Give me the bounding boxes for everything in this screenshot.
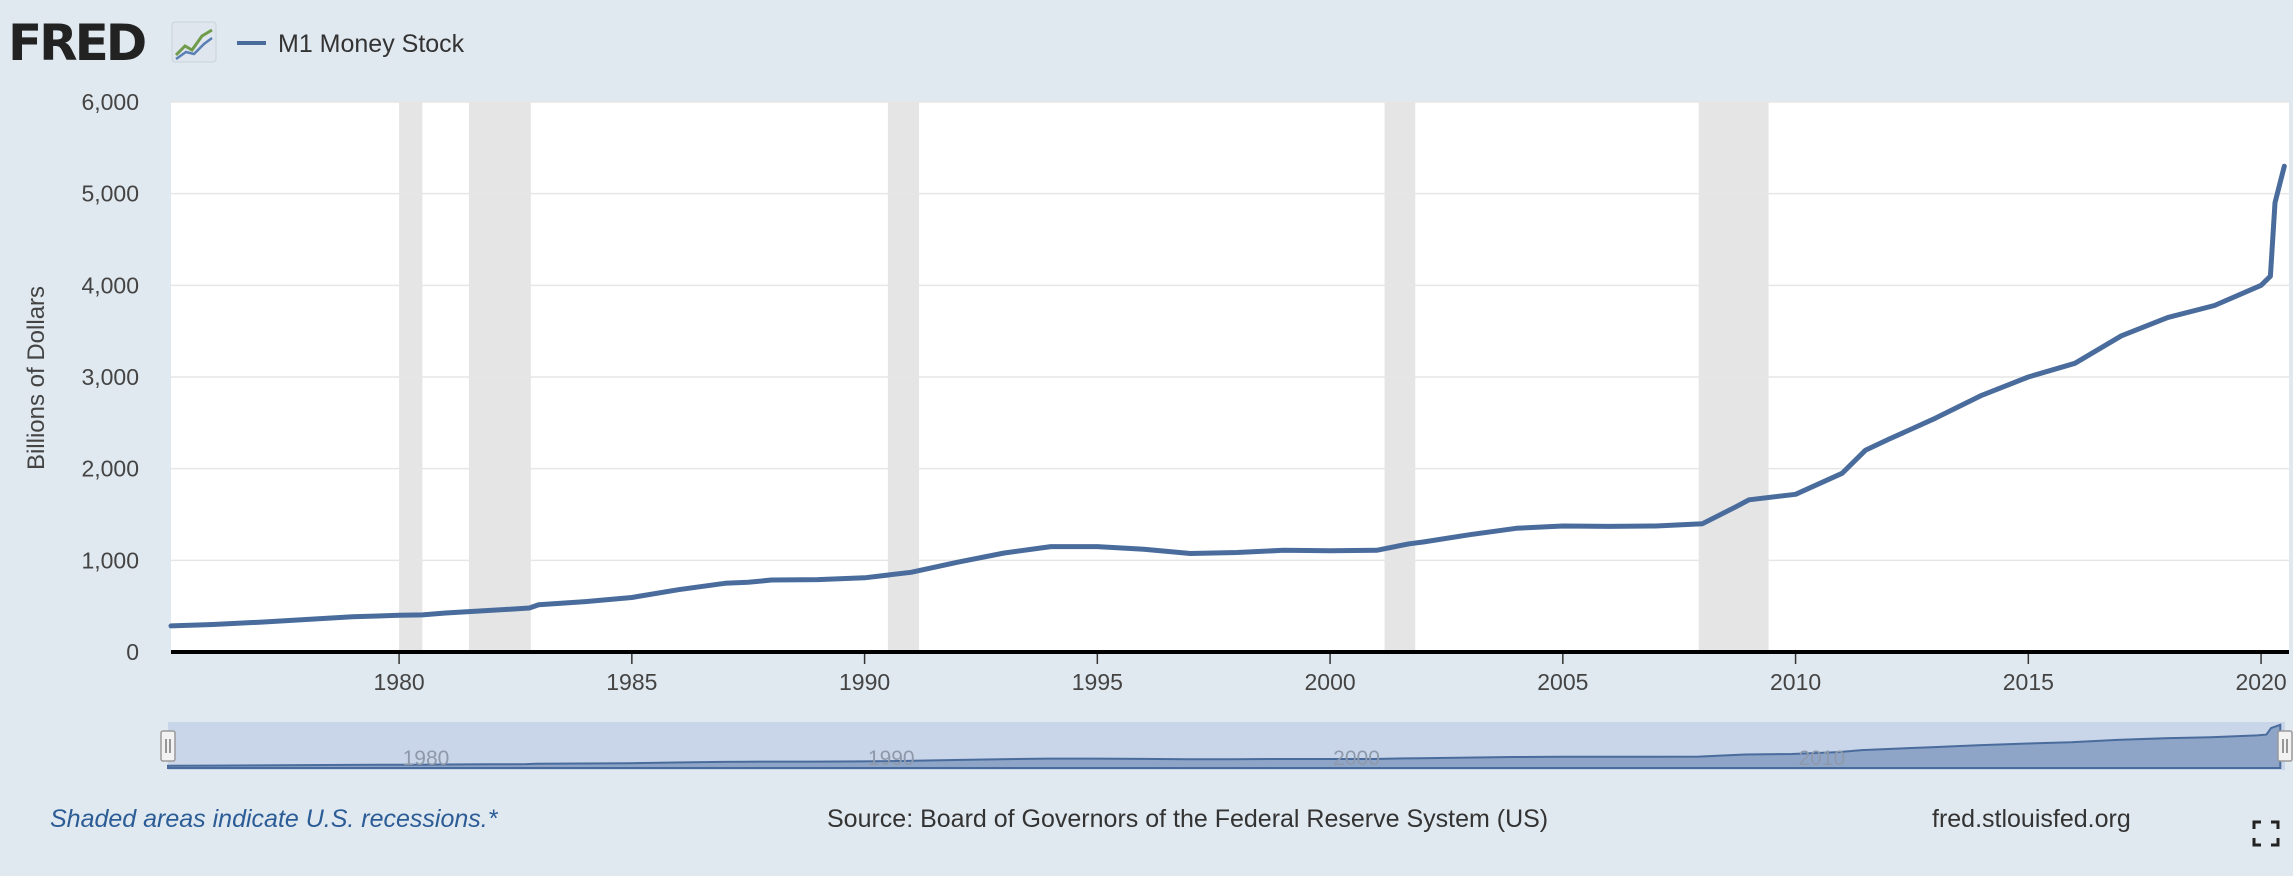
x-tick-label-2005: 2005 [1537,669,1588,695]
fullscreen-icon[interactable] [2252,820,2280,847]
x-tick-label-2010: 2010 [1770,669,1821,695]
navigator[interactable]: 1980 1990 2000 2010 [160,722,2293,770]
navigator-left-handle[interactable] [160,730,176,762]
x-tick-label-2015: 2015 [2003,669,2054,695]
fred-logo-text: FRED [8,14,145,72]
x-tick-label-1985: 1985 [606,669,657,695]
navigator-right-handle[interactable] [2277,730,2293,762]
navigator-ticks: 1980 1990 2000 2010 [403,747,1846,770]
navigator-tick-label-2000: 2000 [1333,747,1380,770]
navigator-tick-label-1980: 1980 [403,747,450,770]
navigator-tick-label-1990: 1990 [868,747,915,770]
y-tick-label-4000: 4,000 [81,272,139,298]
x-tick-label-2000: 2000 [1304,669,1355,695]
legend-label: M1 Money Stock [278,30,465,58]
site-link[interactable]: fred.stlouisfed.org [1932,805,2131,833]
line-chart-icon [171,21,217,63]
series-line-m1-money-stock[interactable] [168,163,2287,629]
grid-lines [171,101,2289,562]
legend[interactable]: M1 Money Stock [237,30,465,58]
x-tick-label-1980: 1980 [374,669,425,695]
x-axis-ticks: 1980 1985 1990 1995 2000 2005 2010 2015 2020 [374,652,2287,695]
navigator-area [167,723,2282,769]
y-tick-label-3000: 3,000 [81,364,139,390]
y-axis-label: Billions of Dollars [23,286,50,470]
fred-logo[interactable]: FRED [8,14,217,72]
y-tick-label-6000: 6,000 [81,89,139,115]
y-tick-label-5000: 5,000 [81,181,139,207]
y-axis-ticks: 0 1,000 2,000 3,000 4,000 5,000 6,000 [81,89,139,665]
x-tick-label-1990: 1990 [839,669,890,695]
source-text: Source: Board of Governors of the Federa… [827,805,1548,833]
y-tick-label-1000: 1,000 [81,547,139,573]
x-tick-label-1995: 1995 [1072,669,1123,695]
y-tick-label-2000: 2,000 [81,456,139,482]
y-tick-label-0: 0 [126,639,139,665]
recession-note-link[interactable]: Shaded areas indicate U.S. recessions.* [50,805,499,833]
x-tick-label-2020: 2020 [2235,669,2286,695]
navigator-tick-label-2010: 2010 [1798,747,1845,770]
